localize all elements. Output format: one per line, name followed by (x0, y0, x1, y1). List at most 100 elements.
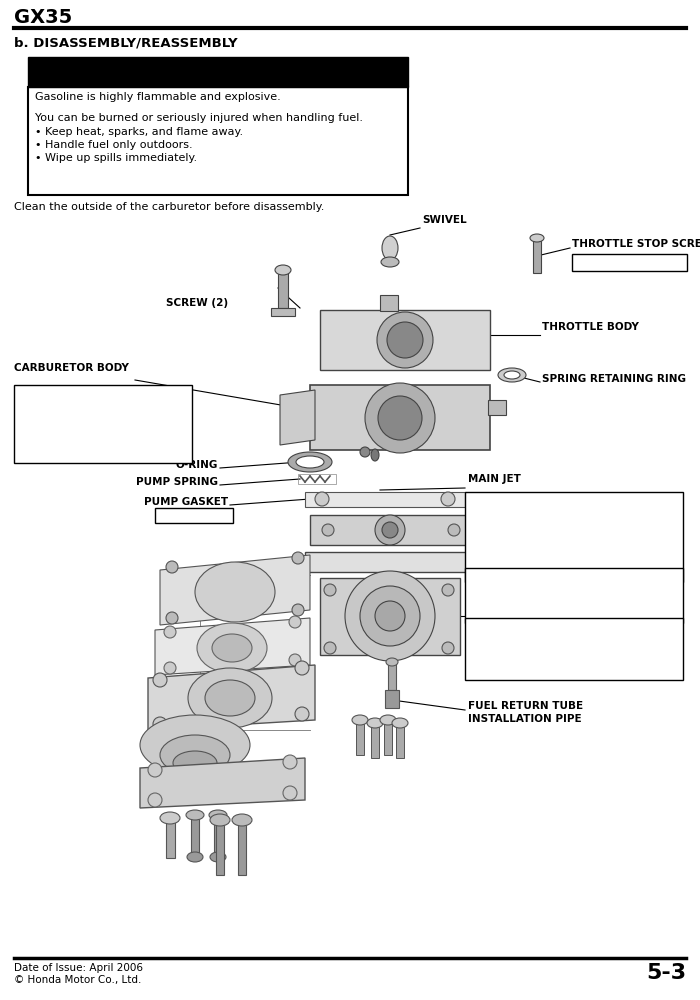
Text: • Wipe up spills immediately.: • Wipe up spills immediately. (35, 153, 197, 163)
Ellipse shape (371, 449, 379, 461)
Text: main jet if it is corroded.: main jet if it is corroded. (469, 534, 589, 544)
Ellipse shape (283, 786, 297, 800)
Bar (388, 662, 396, 690)
Text: REASSEMBLY:: REASSEMBLY: (469, 621, 547, 631)
Ellipse shape (210, 814, 230, 826)
Text: You can be burned or seriously injured when handling fuel.: You can be burned or seriously injured w… (35, 113, 363, 123)
Bar (214, 815, 222, 857)
Ellipse shape (324, 584, 336, 596)
Ellipse shape (360, 586, 420, 646)
Ellipse shape (164, 626, 176, 638)
Polygon shape (320, 310, 490, 370)
Text: 5-3: 5-3 (646, 963, 686, 983)
Ellipse shape (367, 718, 383, 728)
Polygon shape (305, 552, 475, 572)
Ellipse shape (186, 810, 204, 820)
Ellipse shape (166, 561, 178, 573)
Text: Clean the outside of the carburetor before disassembly.: Clean the outside of the carburetor befo… (14, 202, 324, 212)
Text: PUMP DIAPHRAGM: PUMP DIAPHRAGM (468, 547, 578, 557)
Text: REASSEMBLY:: REASSEMBLY: (18, 388, 92, 398)
Ellipse shape (324, 642, 336, 654)
Ellipse shape (289, 616, 301, 628)
Ellipse shape (164, 662, 176, 674)
Bar (278, 270, 288, 308)
Ellipse shape (275, 265, 291, 275)
Polygon shape (280, 390, 315, 445)
Text: ⚠  WARNING: ⚠ WARNING (155, 60, 281, 78)
Bar (572, 254, 687, 271)
Text: passage before installing the: passage before installing the (18, 426, 160, 436)
Ellipse shape (315, 492, 329, 506)
Bar (155, 508, 233, 523)
Ellipse shape (209, 810, 227, 820)
Text: REASSEMBLY:: REASSEMBLY: (469, 571, 547, 581)
Text: O-RING: O-RING (176, 460, 218, 470)
Ellipse shape (153, 673, 167, 687)
Ellipse shape (283, 755, 297, 769)
Ellipse shape (140, 715, 250, 775)
Bar (28, 57, 408, 87)
Ellipse shape (148, 793, 162, 807)
Bar (385, 690, 399, 708)
Ellipse shape (166, 612, 178, 624)
Ellipse shape (173, 751, 217, 775)
Ellipse shape (365, 383, 435, 453)
Bar (166, 818, 175, 858)
Ellipse shape (441, 492, 455, 506)
Text: b. DISASSEMBLY/REASSEMBLY: b. DISASSEMBLY/REASSEMBLY (14, 36, 237, 49)
Text: main jet passage to clean the: main jet passage to clean the (18, 413, 164, 423)
Ellipse shape (322, 524, 334, 536)
Text: PUMP SPRING: PUMP SPRING (136, 477, 218, 487)
Bar (380, 295, 398, 311)
Ellipse shape (210, 852, 226, 862)
Ellipse shape (212, 634, 252, 662)
Ellipse shape (295, 661, 309, 675)
Bar (384, 720, 392, 755)
Text: deteriorated or damaged.: deteriorated or damaged. (469, 597, 594, 607)
Text: THROTTLE STOP SCREW: THROTTLE STOP SCREW (572, 239, 700, 249)
Text: PUMP GASKET: PUMP GASKET (144, 497, 228, 507)
Text: SCREW (2): SCREW (2) (166, 298, 228, 308)
Ellipse shape (188, 668, 272, 728)
Ellipse shape (377, 312, 433, 368)
Ellipse shape (360, 447, 370, 457)
Polygon shape (310, 385, 490, 450)
Bar (191, 815, 199, 857)
Ellipse shape (197, 623, 267, 673)
Bar (371, 723, 379, 758)
Ellipse shape (292, 552, 304, 564)
Bar (396, 723, 404, 758)
Bar (488, 400, 506, 415)
Bar (216, 820, 224, 875)
Text: THROTTLE BODY: THROTTLE BODY (542, 322, 639, 332)
Polygon shape (140, 758, 305, 808)
Bar (238, 820, 246, 875)
Bar (465, 618, 683, 680)
Polygon shape (310, 515, 470, 545)
Ellipse shape (292, 604, 304, 616)
Text: material from the screen before: material from the screen before (469, 647, 624, 657)
Text: Clean thoroughly with compressed: Clean thoroughly with compressed (469, 508, 639, 518)
Text: SPRING RETAINING RING: SPRING RETAINING RING (542, 374, 686, 384)
Text: © Honda Motor Co., Ltd.: © Honda Motor Co., Ltd. (14, 975, 141, 985)
Text: #37: #37 (469, 560, 489, 570)
Ellipse shape (195, 562, 275, 622)
Text: Replace the pump diaphragm if it is: Replace the pump diaphragm if it is (469, 584, 645, 594)
Ellipse shape (352, 715, 368, 725)
Ellipse shape (381, 257, 399, 267)
Text: carburetor body.: carburetor body. (18, 439, 98, 449)
Text: Remove dust and other foreign: Remove dust and other foreign (469, 634, 621, 644)
Ellipse shape (153, 717, 167, 731)
Bar (28, 87, 408, 195)
Polygon shape (155, 618, 310, 675)
Text: INLET SCREEN: INLET SCREEN (468, 600, 552, 610)
Ellipse shape (382, 522, 398, 538)
Ellipse shape (530, 234, 544, 242)
Ellipse shape (148, 763, 162, 777)
Text: Gasoline is highly flammable and explosive.: Gasoline is highly flammable and explosi… (35, 92, 281, 102)
Ellipse shape (289, 654, 301, 666)
Ellipse shape (232, 814, 252, 826)
Ellipse shape (160, 735, 230, 775)
Text: INSTALLATION PIPE: INSTALLATION PIPE (468, 714, 582, 724)
Bar (533, 238, 541, 273)
